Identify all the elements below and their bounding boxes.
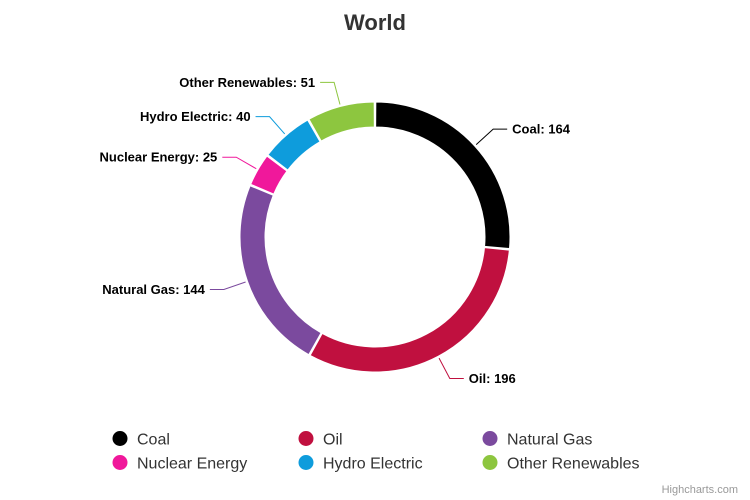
data-label-nuclear-energy: Nuclear Energy: 25 [100, 150, 218, 165]
chart-title: World [344, 10, 406, 35]
legend-item-natural-gas[interactable]: Natural Gas [482, 431, 593, 449]
data-label-hydro-electric: Hydro Electric: 40 [140, 109, 251, 124]
data-label-oil: Oil: 196 [469, 371, 516, 386]
slice-oil[interactable] [309, 247, 510, 373]
slice-nuclear-energy[interactable] [250, 155, 288, 195]
legend-item-oil[interactable]: Oil [298, 431, 343, 449]
legend-label: Other Renewables [507, 456, 640, 473]
connector-other-renewables [320, 81, 341, 105]
legend-label: Oil [323, 432, 343, 449]
slice-natural-gas[interactable] [239, 185, 322, 356]
slice-hydro-electric[interactable] [267, 119, 321, 171]
legend-item-other-renewables[interactable]: Other Renewables [482, 455, 640, 473]
connector-natural-gas [209, 281, 246, 291]
data-label-other-renewables: Other Renewables: 51 [179, 75, 315, 90]
legend-item-hydro-electric[interactable]: Hydro Electric [298, 455, 423, 473]
legend-marker [482, 431, 498, 446]
legend-marker [482, 455, 498, 470]
connector-coal [475, 128, 508, 146]
legend-marker [112, 431, 128, 446]
connector-hydro-electric [255, 116, 286, 135]
slices-group [239, 101, 511, 373]
legend-label: Nuclear Energy [137, 456, 247, 473]
legend-marker [298, 455, 314, 470]
slice-other-renewables[interactable] [308, 101, 375, 142]
legend: Coal Oil Natural Gas Nuclear Energy Hydro El… [112, 431, 640, 473]
legend-item-coal[interactable]: Coal [112, 431, 170, 449]
legend-marker [112, 455, 128, 470]
legend-label: Coal [137, 432, 170, 449]
credits-link[interactable]: Highcharts.com [662, 484, 738, 496]
connector-nuclear-energy [222, 156, 257, 170]
slice-coal[interactable] [375, 101, 511, 250]
data-label-natural-gas: Natural Gas: 144 [102, 282, 205, 297]
legend-item-nuclear-energy[interactable]: Nuclear Energy [112, 455, 248, 473]
data-labels-group: Coal: 164 Oil: 196 Natural Gas: 144 Nuclear… [100, 75, 571, 386]
data-label-coal: Coal: 164 [512, 122, 571, 137]
legend-label: Natural Gas [507, 432, 592, 449]
label-connectors-group [209, 81, 508, 379]
legend-label: Hydro Electric [323, 456, 423, 473]
legend-marker [298, 431, 314, 446]
connector-oil [438, 357, 464, 379]
